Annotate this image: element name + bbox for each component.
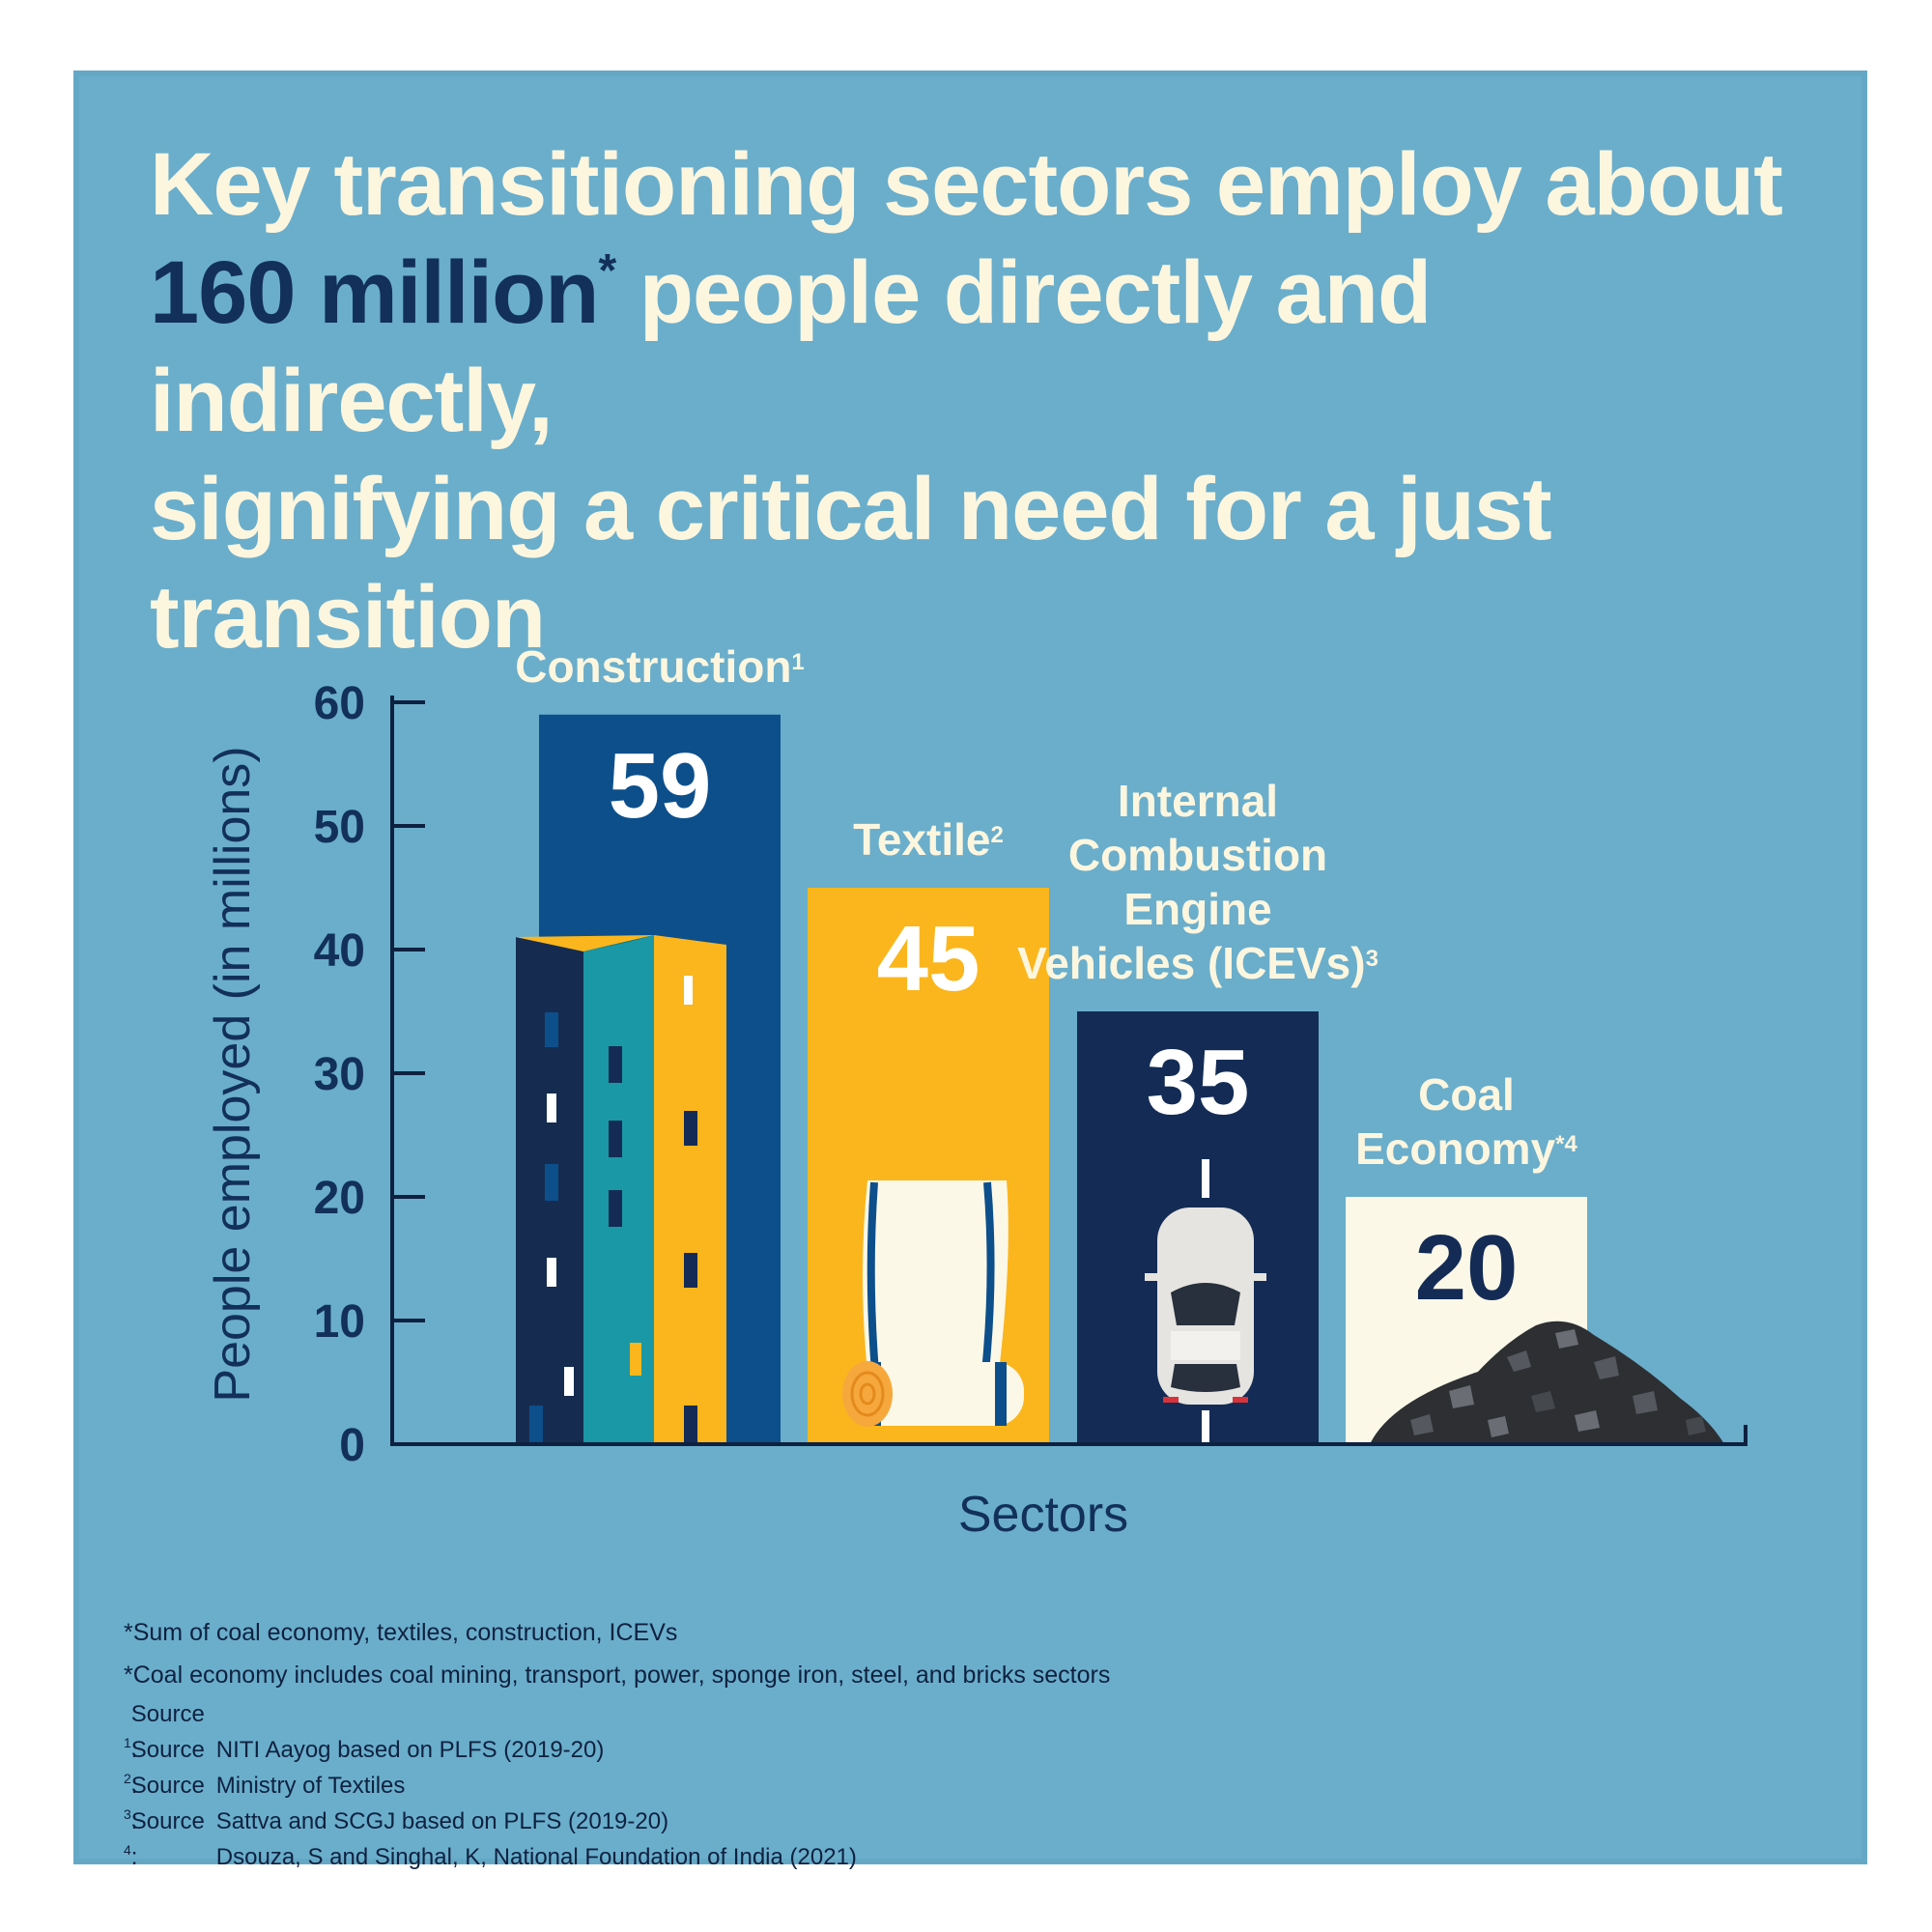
source-line: 4Source : Dsouza, S and Singhal, K, Natio… bbox=[124, 1808, 857, 1870]
headline-line-2-rest: people directly and indirectly, bbox=[150, 243, 1432, 450]
data-label: 59 bbox=[609, 734, 712, 838]
category-label: Economy*4 bbox=[1355, 1123, 1577, 1174]
y-axis-ticks: 0 10 20 30 40 50 60 bbox=[314, 678, 425, 1471]
footnote-coal-economy: *Coal economy includes coal mining, tran… bbox=[124, 1662, 1111, 1689]
source-line: 1Source : NITI Aayog based on PLFS (2019-… bbox=[124, 1701, 605, 1763]
bar-illustrations bbox=[516, 935, 1724, 1444]
category-label: Vehicles (ICEVs)3 bbox=[1017, 938, 1378, 988]
y-tick-label: 20 bbox=[314, 1173, 365, 1224]
y-tick-label: 30 bbox=[314, 1049, 365, 1100]
category-label: Construction1 bbox=[515, 641, 805, 692]
category-label: Combustion bbox=[1068, 830, 1327, 880]
category-label: Textile2 bbox=[853, 814, 1004, 865]
data-label: 45 bbox=[877, 907, 980, 1010]
data-label: 20 bbox=[1415, 1216, 1519, 1320]
headline-line-1: Key transitioning sectors employ about bbox=[150, 135, 1783, 234]
footnotes: *Sum of coal economy, textiles, construc… bbox=[124, 1611, 1669, 1870]
data-label: 35 bbox=[1147, 1031, 1250, 1134]
source-line: 2Source : Ministry of Textiles bbox=[124, 1737, 406, 1799]
x-axis-title: Sectors bbox=[958, 1487, 1128, 1543]
value-labels: 59 45 35 20 bbox=[609, 734, 1519, 1320]
y-tick-label: 60 bbox=[314, 678, 365, 729]
headline-line-2: 160 million* people directly and indirec… bbox=[150, 239, 1850, 455]
headline-asterisk: * bbox=[598, 245, 617, 297]
footnote-sum: *Sum of coal economy, textiles, construc… bbox=[124, 1619, 678, 1646]
headline-highlight: 160 million bbox=[150, 243, 599, 342]
car-illustration bbox=[1145, 1159, 1266, 1444]
y-axis-title: People employed (in millions) bbox=[205, 746, 261, 1402]
y-tick-label: 50 bbox=[314, 802, 365, 853]
coal-pile-illustration bbox=[1370, 1321, 1724, 1444]
category-labels: Construction1Textile2InternalCombustionE… bbox=[515, 641, 1577, 1174]
source-line: 3Source : Sattva and SCGJ based on PLFS (… bbox=[124, 1773, 669, 1834]
headline-line-3: signifying a critical need for a just tr… bbox=[150, 460, 1552, 667]
headline: Key transitioning sectors employ about 1… bbox=[150, 130, 1850, 671]
y-tick-label: 0 bbox=[339, 1420, 365, 1471]
y-tick-label: 40 bbox=[314, 925, 365, 977]
y-tick-label: 10 bbox=[314, 1296, 365, 1348]
fabric-roll-illustration bbox=[842, 1180, 1024, 1427]
category-label: Coal bbox=[1418, 1069, 1515, 1120]
category-label: Engine bbox=[1123, 884, 1271, 934]
category-label: Internal bbox=[1118, 776, 1278, 826]
buildings-illustration bbox=[516, 935, 726, 1444]
